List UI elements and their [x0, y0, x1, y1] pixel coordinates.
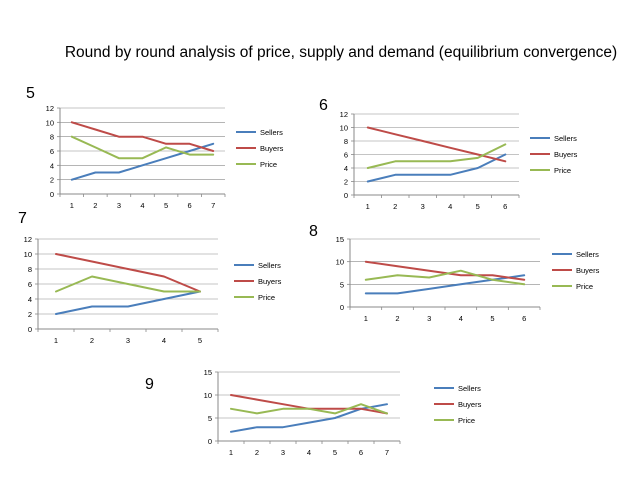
x-tick-label: 1 [54, 336, 58, 345]
legend-label-sellers: Sellers [576, 250, 599, 259]
x-tick-label: 3 [281, 448, 285, 457]
y-tick-label: 10 [336, 258, 344, 267]
series-line-price [230, 403, 388, 415]
y-tick-label: 6 [50, 147, 54, 156]
y-tick-label: 10 [46, 118, 54, 127]
x-tick-label: 1 [366, 202, 370, 211]
legend-label-price: Price [458, 416, 475, 425]
y-tick-label: 6 [28, 280, 32, 289]
y-tick-label: 2 [344, 178, 348, 187]
chart-label-9: 9 [145, 376, 154, 393]
y-tick-label: 12 [46, 104, 54, 113]
x-tick-label: 7 [385, 448, 389, 457]
y-tick-label: 8 [28, 265, 32, 274]
y-tick-label: 8 [50, 133, 54, 142]
series-line-sellers [55, 290, 201, 315]
legend-label-price: Price [258, 293, 275, 302]
x-tick-label: 4 [448, 202, 452, 211]
y-tick-label: 0 [28, 325, 32, 334]
x-tick-label: 4 [307, 448, 311, 457]
x-tick-label: 1 [229, 448, 233, 457]
series-line-buyers [70, 121, 215, 152]
y-tick-label: 0 [344, 191, 348, 200]
y-tick-label: 8 [344, 137, 348, 146]
legend-label-buyers: Buyers [458, 400, 482, 409]
series-line-sellers [366, 153, 507, 183]
x-tick-label: 5 [490, 314, 494, 323]
legend-label-sellers: Sellers [554, 134, 577, 143]
legend-label-buyers: Buyers [258, 277, 282, 286]
x-tick-label: 2 [93, 201, 97, 210]
chart-label-6: 6 [319, 97, 328, 114]
x-tick-label: 1 [364, 314, 368, 323]
chart-round-8: 0 5 10 15 1 2 3 4 5 6 Sellers Buyers Price [336, 235, 600, 323]
chart-label-5: 5 [26, 85, 35, 102]
legend-label-price: Price [576, 282, 593, 291]
series-line-price [70, 135, 215, 160]
y-tick-label: 10 [340, 124, 348, 133]
x-tick-label: 3 [427, 314, 431, 323]
chart-round-9: 0 5 10 15 1 2 3 4 5 6 7 Sellers Buyers Price [204, 368, 482, 457]
y-tick-label: 15 [204, 368, 212, 377]
slide-title: Round by round analysis of price, supply… [64, 44, 618, 61]
legend-label-price: Price [260, 160, 277, 169]
y-tick-label: 15 [336, 235, 344, 244]
series-line-price [55, 275, 201, 293]
x-tick-label: 6 [503, 202, 507, 211]
y-tick-label: 2 [28, 310, 32, 319]
legend-label-buyers: Buyers [260, 144, 284, 153]
series-line-sellers [70, 142, 215, 181]
y-tick-label: 10 [24, 250, 32, 259]
y-tick-label: 0 [208, 437, 212, 446]
y-tick-label: 12 [340, 110, 348, 119]
legend-label-price: Price [554, 166, 571, 175]
y-tick-label: 4 [28, 295, 32, 304]
x-tick-label: 4 [162, 336, 166, 345]
x-tick-label: 2 [90, 336, 94, 345]
y-tick-label: 4 [344, 164, 348, 173]
y-tick-label: 0 [340, 303, 344, 312]
y-tick-label: 5 [208, 414, 212, 423]
y-tick-label: 12 [24, 235, 32, 244]
x-tick-label: 5 [476, 202, 480, 211]
series-line-price [366, 143, 507, 169]
x-tick-label: 1 [70, 201, 74, 210]
series-line-buyers [366, 126, 507, 163]
x-tick-label: 6 [359, 448, 363, 457]
x-tick-label: 4 [140, 201, 144, 210]
y-tick-label: 5 [340, 280, 344, 289]
series-line-buyers [55, 253, 201, 293]
series-line-buyers [364, 260, 526, 281]
y-tick-label: 2 [50, 176, 54, 185]
x-tick-label: 5 [164, 201, 168, 210]
x-tick-label: 4 [459, 314, 463, 323]
legend-label-buyers: Buyers [576, 266, 600, 275]
series-line-price [364, 269, 526, 286]
x-tick-label: 5 [333, 448, 337, 457]
x-tick-label: 2 [395, 314, 399, 323]
y-tick-label: 6 [344, 151, 348, 160]
x-tick-label: 6 [188, 201, 192, 210]
x-tick-label: 2 [393, 202, 397, 211]
x-tick-label: 3 [421, 202, 425, 211]
x-tick-label: 6 [522, 314, 526, 323]
chart-label-8: 8 [309, 223, 318, 240]
x-tick-label: 7 [211, 201, 215, 210]
x-tick-label: 2 [255, 448, 259, 457]
x-tick-label: 3 [126, 336, 130, 345]
legend-label-sellers: Sellers [258, 261, 281, 270]
legend-label-sellers: Sellers [458, 384, 481, 393]
y-tick-label: 4 [50, 161, 54, 170]
series-line-sellers [364, 274, 526, 295]
legend-label-sellers: Sellers [260, 128, 283, 137]
x-tick-label: 3 [117, 201, 121, 210]
legend-label-buyers: Buyers [554, 150, 578, 159]
chart-label-7: 7 [18, 210, 27, 227]
y-tick-label: 10 [204, 391, 212, 400]
y-tick-label: 0 [50, 190, 54, 199]
x-tick-label: 5 [198, 336, 202, 345]
